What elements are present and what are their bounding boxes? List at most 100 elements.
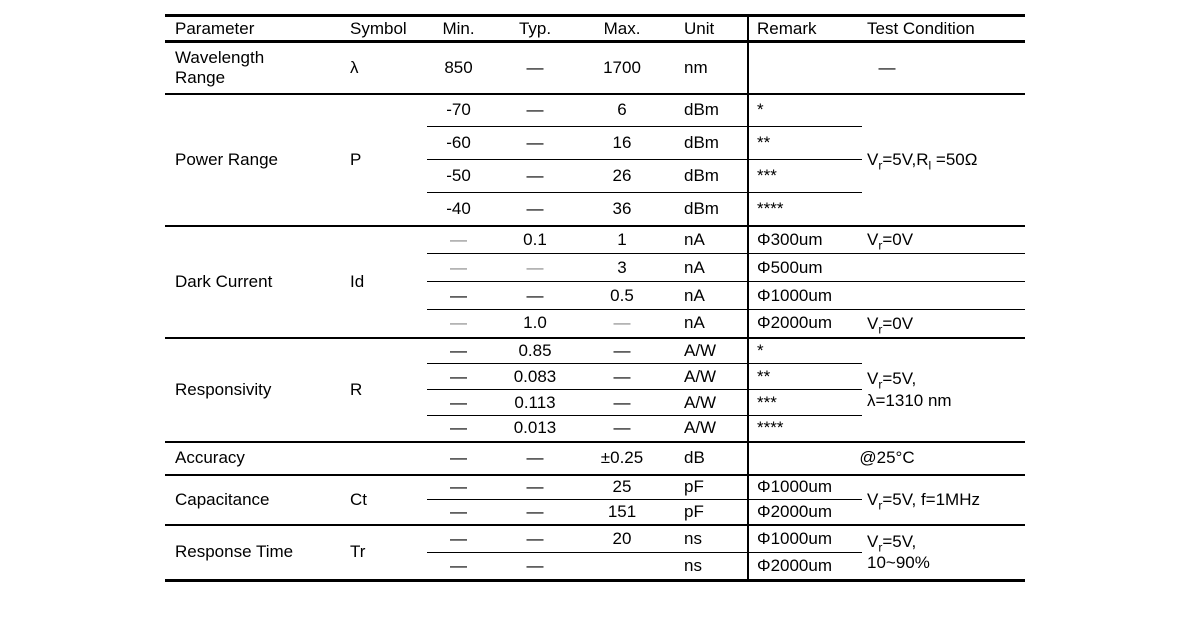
typ-cell: — [490,281,580,310]
cond-cell: Vr=5V, 10~90% [862,523,1025,581]
unit-cell: pF [664,473,749,500]
max-cell: 36 [612,198,632,218]
typ-cell: — [526,556,544,575]
unit-cell: dB [664,440,749,475]
dark-current-row-2: — — 3 nA Φ500um [165,253,1025,282]
min-cell: — [427,224,490,254]
cond-cell: Vr=5V, λ=1310 nm [862,336,1025,442]
max-cell: 3 [580,253,664,282]
remark-cell: ** [748,126,862,160]
dark-current-row-4: — 1.0 — nA Φ2000um Vr=0V [165,309,1025,338]
typ-cell: 1.0 [523,313,547,333]
min-cell: -60 [427,126,490,160]
capacitance-row-1: Capacitance Ct — — 25 pF Φ1000um Vr=5V, … [165,473,1025,525]
max-cell: 1700 [603,57,641,77]
typ-cell: — [490,523,580,553]
power-range-row-2: -60 — 16 dBm ** [165,126,1025,160]
remark-cell: Φ2000um [757,501,832,521]
power-range-row-3: -50 — 26 dBm *** [165,159,1025,193]
symbol-cell: λ [350,57,359,77]
typ-cell: — [526,198,544,218]
min-cell: — [427,253,490,282]
col-header-min: Min. [427,15,490,43]
symbol-cell: P [345,92,427,226]
typ-cell: 0.083 [490,363,580,390]
col-header-max: Max. [580,15,664,43]
typ-cell: — [490,126,580,160]
dark-current-row-1: Dark Current Id — 0.1 1 nA Φ300um Vr=0V [165,224,1025,338]
min-cell: — [427,281,490,310]
unit-cell: A/W [664,336,749,364]
min-cell: — [427,389,490,416]
param-cell: Dark Current [165,224,345,338]
max-cell: — [580,363,664,390]
min-cell: — [450,418,467,438]
unit-cell: dBm [664,92,749,127]
min-cell: -70 [427,92,490,127]
remark-cell: ** [748,363,862,390]
responsivity-row-3: — 0.113 — A/W *** [165,389,1025,416]
responsivity-row-1: Responsivity R — 0.85 — A/W * Vr=5V, λ=13… [165,336,1025,442]
min-cell: — [427,363,490,390]
cond-cell: Vr=5V, f=1MHz [862,473,1025,525]
remark-cell: Φ300um [748,224,862,254]
max-cell: — [580,336,664,364]
unit-cell: dBm [664,192,749,226]
param-cell: Accuracy [165,440,345,475]
remark-cell: Φ2000um [757,556,832,575]
typ-cell: — [490,159,580,193]
power-range-row-1: Power Range P -70 — 6 dBm * Vr=5V,Rl =50… [165,92,1025,226]
cond-cell: @25°C [748,440,1025,475]
max-cell: — [613,418,631,438]
unit-cell: dBm [664,126,749,160]
capacitance-row-2: — — 151 pF Φ2000um [165,499,1025,525]
unit-cell: pF [664,499,749,525]
max-cell: 16 [580,126,664,160]
param-cell: Wavelength Range [175,47,265,87]
min-cell: -50 [427,159,490,193]
typ-cell: — [490,92,580,127]
remark-cell: Φ500um [748,253,862,282]
cond-cell: Vr=0V [862,224,1025,254]
remark-cell: Φ2000um [757,313,832,333]
symbol-cell: R [345,336,427,442]
remark-cell: *** [748,159,862,193]
min-cell: — [450,501,467,521]
min-cell: — [427,440,490,475]
min-cell: — [427,473,490,500]
max-cell: ±0.25 [580,440,664,475]
header-row: Parameter Symbol Min. Typ. Max. Unit Rem… [165,15,1025,43]
remark-cell: Φ1000um [748,281,862,310]
cond-cell: Vr=0V [867,313,914,337]
typ-cell: — [490,473,580,500]
dark-current-row-3: — — 0.5 nA Φ1000um [165,281,1025,310]
col-header-remark: Remark [748,15,862,43]
col-header-unit: Unit [664,15,749,43]
cond-cell: Vr=5V,Rl =50Ω [862,92,1025,226]
max-cell: 25 [580,473,664,500]
max-cell: 0.5 [580,281,664,310]
min-cell: — [427,336,490,364]
max-cell: 1 [580,224,664,254]
max-cell: 151 [607,501,637,521]
remark-cell: Φ1000um [748,473,862,500]
unit-cell: A/W [664,415,749,442]
unit-cell: nA [664,253,749,282]
col-header-parameter: Parameter [165,15,345,43]
typ-cell: — [526,57,544,77]
wavelength-range-row: Wavelength Range λ 850 — 1700 nm — [165,41,1025,94]
remark-cell: **** [757,198,784,218]
typ-cell: 0.113 [490,389,580,416]
unit-cell: nm [664,41,749,94]
typ-cell: 0.013 [513,418,557,438]
typ-cell: — [490,253,580,282]
responsivity-row-4: — 0.013 — A/W **** [165,415,1025,442]
accuracy-row: Accuracy — — ±0.25 dB @25°C [165,440,1025,475]
unit-cell: nA [664,309,749,338]
unit-cell: nA [664,224,749,254]
symbol-cell: Id [345,224,427,338]
min-cell: — [427,523,490,553]
cond-cell: — [878,57,896,77]
param-cell: Response Time [165,523,345,581]
